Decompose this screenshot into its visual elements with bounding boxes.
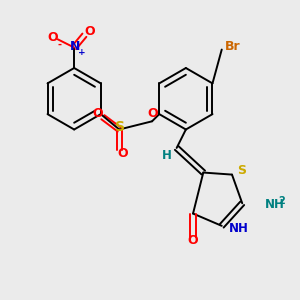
Text: N: N	[70, 40, 80, 53]
Text: O: O	[117, 147, 128, 160]
Text: NH: NH	[229, 222, 249, 236]
Text: O: O	[92, 106, 103, 120]
Text: 2: 2	[278, 196, 285, 206]
Text: S: S	[237, 164, 246, 177]
Text: S: S	[115, 121, 125, 134]
Text: O: O	[47, 31, 58, 44]
Text: H: H	[161, 148, 171, 162]
Text: O: O	[148, 106, 158, 120]
Text: NH: NH	[265, 198, 285, 211]
Text: -: -	[58, 39, 62, 50]
Text: O: O	[188, 234, 198, 247]
Text: +: +	[77, 48, 85, 57]
Text: Br: Br	[225, 40, 240, 53]
Text: O: O	[84, 25, 95, 38]
